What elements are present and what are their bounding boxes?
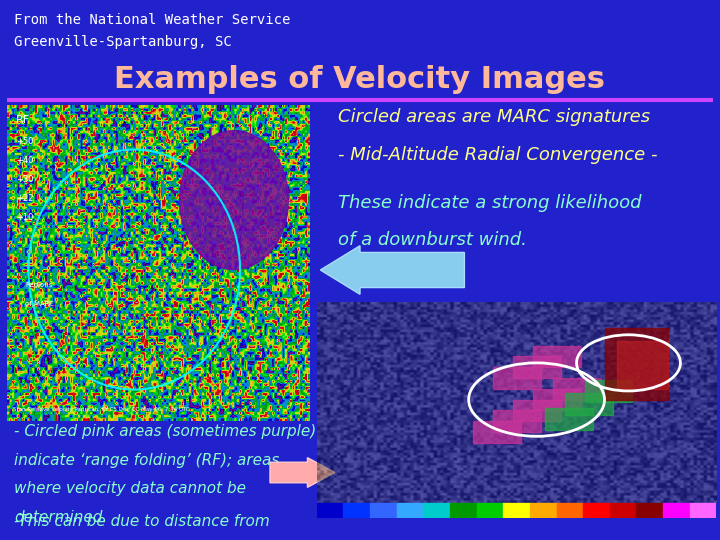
- Text: Examples of Velocity Images: Examples of Velocity Images: [114, 65, 606, 94]
- Text: +30: +30: [17, 175, 34, 184]
- Polygon shape: [610, 503, 636, 518]
- Polygon shape: [179, 131, 289, 269]
- Polygon shape: [477, 503, 503, 518]
- Text: indicate ‘range folding’ (RF); areas: indicate ‘range folding’ (RF); areas: [14, 453, 280, 468]
- Polygon shape: [663, 503, 690, 518]
- Polygon shape: [472, 421, 521, 443]
- Polygon shape: [423, 503, 450, 518]
- Polygon shape: [492, 367, 541, 389]
- Polygon shape: [533, 346, 580, 367]
- Polygon shape: [533, 389, 580, 410]
- Polygon shape: [503, 503, 530, 518]
- Text: Stan Relative Velocity Paducah, KY C5 Deg CC-May-96  7:44 UTC: Stan Relative Velocity Paducah, KY C5 De…: [13, 407, 190, 411]
- Polygon shape: [530, 503, 557, 518]
- Text: +40: +40: [17, 156, 34, 165]
- Text: Regions: Regions: [25, 282, 53, 288]
- Polygon shape: [552, 378, 600, 400]
- Polygon shape: [585, 380, 632, 402]
- Text: Circled areas are MARC signatures: Circled areas are MARC signatures: [338, 108, 651, 126]
- Text: These indicate a strong likelihood: These indicate a strong likelihood: [338, 194, 642, 212]
- Polygon shape: [492, 410, 541, 432]
- Text: +22: +22: [17, 194, 34, 202]
- Polygon shape: [583, 503, 610, 518]
- Polygon shape: [690, 503, 716, 518]
- Text: RF: RF: [17, 115, 30, 125]
- Text: +50: +50: [17, 137, 34, 146]
- Polygon shape: [513, 400, 561, 421]
- Polygon shape: [343, 503, 370, 518]
- Polygon shape: [557, 503, 583, 518]
- Polygon shape: [370, 503, 397, 518]
- Polygon shape: [544, 408, 593, 430]
- FancyArrow shape: [320, 246, 464, 294]
- Text: +10: +10: [17, 213, 34, 222]
- Polygon shape: [397, 503, 423, 518]
- Text: -This can be due to distance from: -This can be due to distance from: [14, 514, 270, 529]
- Text: - Circled pink areas (sometimes purple): - Circled pink areas (sometimes purple): [14, 424, 317, 439]
- Text: of a downburst wind.: of a downburst wind.: [338, 231, 527, 248]
- Text: Greenville-Spartanburg, SC: Greenville-Spartanburg, SC: [14, 35, 232, 49]
- Polygon shape: [317, 503, 343, 518]
- Polygon shape: [450, 503, 477, 518]
- Polygon shape: [564, 393, 613, 415]
- Text: From the National Weather Service: From the National Weather Service: [14, 14, 291, 28]
- Polygon shape: [513, 356, 561, 378]
- Text: where velocity data cannot be: where velocity data cannot be: [14, 481, 246, 496]
- Polygon shape: [605, 328, 668, 400]
- Text: of MARC: of MARC: [25, 301, 54, 307]
- Text: - Mid-Altitude Radial Convergence -: - Mid-Altitude Radial Convergence -: [338, 146, 658, 164]
- Text: determined.: determined.: [14, 510, 108, 525]
- Polygon shape: [636, 503, 663, 518]
- FancyArrow shape: [270, 458, 335, 487]
- Polygon shape: [616, 341, 668, 389]
